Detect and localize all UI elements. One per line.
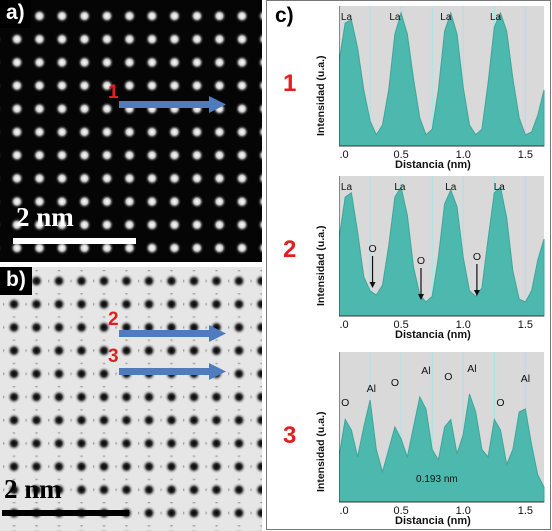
panel-b: b) 2 3 2 nm	[0, 267, 262, 531]
profile-area-2	[339, 185, 545, 317]
arrow-3-number: 3	[108, 346, 119, 367]
peak-annotation: La	[394, 182, 406, 193]
peak-annotation: La	[389, 12, 401, 23]
profile-number-1: 1	[283, 70, 297, 97]
scale-bar-label-b: 2 nm	[4, 474, 62, 504]
x-tick-label: 0.5	[393, 319, 408, 330]
x-tick-label: 1.5	[518, 149, 533, 160]
profile-area-3	[339, 393, 545, 503]
y-axis-label: Intensidad (u.a.)	[315, 55, 327, 136]
peak-annotation: O	[368, 243, 376, 255]
peak-annotation: O	[391, 377, 399, 389]
peak-annotation: La	[440, 12, 452, 23]
x-tick-label: 0.0	[339, 149, 349, 160]
peak-annotation: O	[417, 255, 425, 267]
peak-annotation: Al	[367, 383, 376, 395]
profile-plot-2: 0.0 0.5 1.0 1.5 La La La La O O O	[339, 176, 545, 330]
peak-annotation: La	[341, 12, 353, 23]
peak-annotation: La	[341, 182, 353, 193]
x-tick-label: 0.0	[339, 505, 349, 516]
peak-annotation: La	[490, 12, 502, 23]
y-axis-label: Intensidad (u.a.)	[315, 411, 327, 492]
profile-arrow-1	[119, 96, 226, 113]
scale-bar-label-a: 2 nm	[16, 202, 74, 232]
peak-annotation: O	[473, 251, 481, 263]
x-tick-label: 1.0	[456, 505, 471, 516]
profile-plot-1: 0.0 0.5 1.0 1.5 La La La La	[339, 6, 545, 160]
oxygen-arrow-head	[418, 294, 424, 300]
peak-annotation: Al	[421, 365, 430, 377]
scale-bar-a	[13, 238, 136, 244]
profile-area-1	[339, 11, 545, 147]
peak-annotation: O	[444, 371, 452, 383]
oxygen-arrow-head	[473, 290, 480, 296]
x-tick-label: 0.5	[393, 149, 408, 160]
peak-annotation: O	[496, 397, 504, 409]
y-axis-label: Intensidad (u.a.)	[315, 225, 327, 306]
peak-annotation: La	[494, 182, 506, 193]
panel-a: a) 1 2 nm	[0, 0, 262, 262]
scale-bar-b	[2, 510, 129, 516]
arrow-2-number: 2	[108, 309, 119, 330]
x-tick-label: 1.0	[456, 149, 471, 160]
peak-annotation: Al	[521, 373, 530, 385]
peak-annotation: Al	[467, 363, 476, 375]
peak-annotation: O	[341, 397, 349, 409]
x-tick-label: 1.0	[456, 319, 471, 330]
abf-image	[0, 267, 262, 531]
x-axis-label: Distancia (nm)	[395, 515, 471, 527]
panel-c-label: c)	[275, 4, 294, 27]
measurement-label: 0.193 nm	[416, 474, 458, 485]
x-tick-label: 1.5	[518, 505, 533, 516]
oxygen-arrow-head	[369, 282, 376, 288]
haadf-image	[0, 0, 262, 262]
x-axis-label: Distancia (nm)	[395, 159, 471, 171]
profile-plot-3: 0.0 0.5 1.0 1.5 O Al O Al O Al O Al 0.193 nm	[339, 352, 545, 516]
x-axis-label: Distancia (nm)	[395, 329, 471, 341]
peak-annotation: La	[445, 182, 457, 193]
x-tick-label: 0.0	[339, 319, 349, 330]
arrow-1-number: 1	[108, 82, 119, 103]
x-tick-label: 1.5	[518, 319, 533, 330]
profile-number-2: 2	[283, 236, 297, 263]
x-tick-label: 0.5	[393, 505, 408, 516]
profile-arrows-2-3	[119, 325, 226, 380]
panel-a-label: a)	[0, 0, 31, 28]
panel-b-label: b)	[0, 267, 32, 295]
profile-number-3: 3	[283, 422, 297, 449]
